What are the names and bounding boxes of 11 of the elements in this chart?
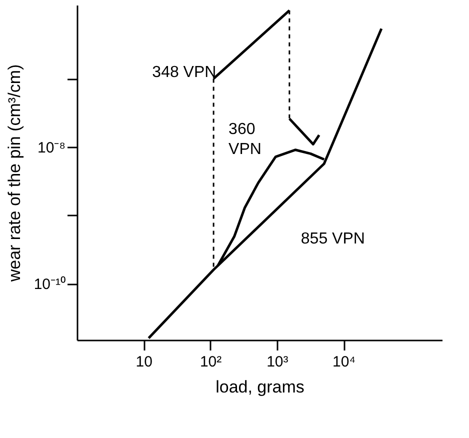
annotation: 360 VPN <box>228 120 262 158</box>
y-axis-title: wear rate of the pin (cm³/cm) <box>4 64 24 283</box>
x-tick-label: 10² <box>200 354 222 370</box>
x-tick-label: 10 <box>136 354 152 370</box>
x-tick-label: 10⁴ <box>332 354 356 370</box>
y-tick-label: 10⁻⁸ <box>37 140 66 157</box>
annotation: 855 VPN <box>300 230 365 248</box>
y-tick-label: 10⁻¹⁰ <box>34 276 66 294</box>
x-axis-title: load, grams <box>216 378 304 396</box>
x-tick-label: 10³ <box>266 354 288 370</box>
annotation: 348 VPN <box>152 64 216 82</box>
